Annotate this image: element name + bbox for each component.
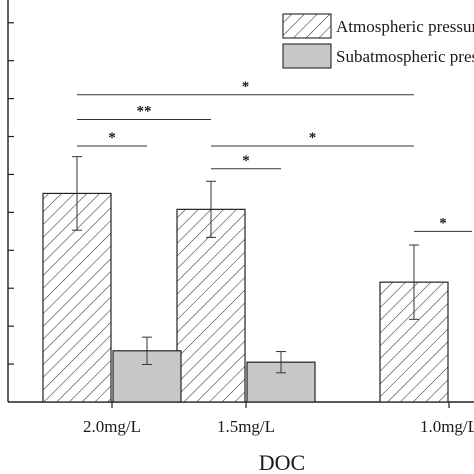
x-tick-label: 2.0mg/L bbox=[83, 417, 141, 436]
significance-label: * bbox=[242, 79, 250, 95]
chart-legend: Atmospheric pressure Subatmospheric press… bbox=[282, 13, 474, 69]
x-tick-label: 1.0mg/L bbox=[420, 417, 474, 436]
chart-error-bars bbox=[72, 156, 419, 374]
legend-swatch bbox=[282, 13, 332, 39]
chart-significance-brackets: **** *** bbox=[77, 79, 472, 232]
x-tick-label: 1.5mg/L bbox=[217, 417, 275, 436]
legend-label: Atmospheric pressure bbox=[336, 17, 474, 36]
legend-swatch bbox=[282, 43, 332, 69]
significance-label: * bbox=[108, 130, 116, 146]
legend-label: Subatmospheric pressure bbox=[336, 47, 474, 66]
x-axis-title: DOC bbox=[259, 450, 305, 474]
significance-label: * bbox=[242, 153, 250, 169]
significance-label: * bbox=[439, 215, 447, 231]
chart-x-tick-labels: 2.0mg/L 1.5mg/L 1.0mg/L bbox=[83, 417, 474, 436]
bar-atmospheric-1 bbox=[176, 208, 246, 403]
significance-label: * bbox=[309, 130, 317, 146]
significance-label: ** bbox=[137, 103, 152, 119]
chart-bars bbox=[42, 192, 449, 403]
